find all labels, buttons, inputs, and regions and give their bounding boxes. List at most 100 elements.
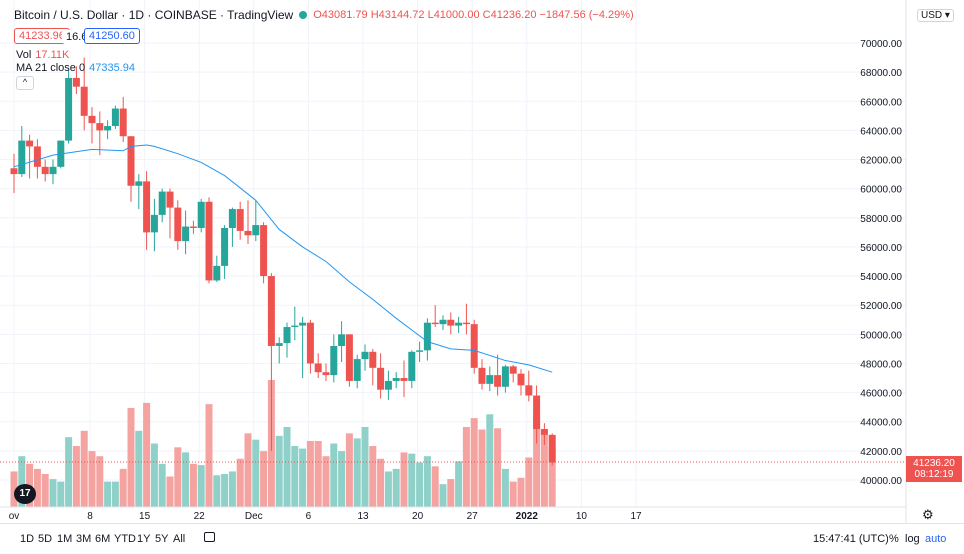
- candle-body: [166, 191, 174, 208]
- volume-bar: [392, 468, 400, 507]
- volume-bar: [455, 461, 463, 507]
- last-price-value: 41236.20: [913, 458, 955, 469]
- volume-bar: [338, 451, 346, 507]
- volume-bar: [509, 481, 517, 507]
- ma-legend[interactable]: MA 21 close 0 47335.94: [16, 62, 135, 74]
- buy-price-button[interactable]: 41250.60: [84, 28, 140, 44]
- candle-body: [470, 324, 478, 368]
- range-3m-button[interactable]: 3M: [76, 533, 92, 545]
- volume-bar: [57, 481, 65, 507]
- candle-body: [330, 345, 338, 376]
- volume-bar: [197, 465, 205, 507]
- candle-body: [416, 350, 424, 352]
- candle-body: [127, 136, 135, 186]
- volume-bar: [314, 440, 322, 507]
- candle-body: [18, 140, 26, 175]
- volume-bar: [213, 475, 221, 507]
- price-tick-label: 42000.00: [860, 447, 902, 458]
- volume-bar: [462, 426, 470, 507]
- candle-body: [361, 351, 369, 360]
- volume-bar: [369, 446, 377, 507]
- candle-body: [80, 86, 88, 116]
- candle-body: [423, 322, 431, 351]
- ohlc-values: O43081.79 H43144.72 L41000.00 C41236.20 …: [313, 9, 634, 21]
- volume-bar: [470, 418, 478, 507]
- ma-label: MA 21 close 0: [16, 62, 86, 74]
- volume-bar: [150, 443, 158, 507]
- volume-bar: [244, 433, 252, 507]
- range-6m-button[interactable]: 6M: [95, 533, 111, 545]
- volume-bar: [65, 437, 73, 507]
- calendar-icon[interactable]: [204, 532, 215, 542]
- volume-bar: [306, 440, 314, 507]
- volume-legend[interactable]: Vol 17.11K: [16, 49, 69, 61]
- gear-icon[interactable]: ⚙: [922, 507, 934, 522]
- volume-bar: [353, 438, 361, 507]
- volume-bar: [322, 456, 330, 507]
- volume-bar: [174, 447, 182, 507]
- collapse-legend-button[interactable]: ^: [16, 76, 34, 90]
- bottom-toolbar: 1D 5D 1M 3M 6M YTD 1Y 5Y All 15:47:41 (U…: [0, 523, 964, 554]
- volume-bar: [135, 430, 143, 507]
- time-tick-label: 27: [467, 511, 479, 522]
- volume-bar: [205, 404, 213, 507]
- volume-bar: [236, 458, 244, 507]
- volume-bar: [423, 456, 431, 507]
- volume-bar: [166, 476, 174, 507]
- volume-bar: [400, 452, 408, 507]
- candle-body: [182, 226, 190, 242]
- volume-bar: [49, 479, 57, 507]
- candle-body: [283, 327, 291, 344]
- range-ytd-button[interactable]: YTD: [114, 533, 136, 545]
- ma-line: [13, 144, 553, 373]
- ma-line-group: [13, 144, 553, 373]
- volume-bar: [517, 477, 525, 507]
- candle-body: [384, 380, 392, 390]
- currency-selector[interactable]: USD ▾: [917, 9, 954, 22]
- percent-toggle[interactable]: %: [889, 533, 899, 545]
- volume-bar: [80, 430, 88, 507]
- candle-body: [501, 366, 509, 387]
- volume-bar: [119, 468, 127, 507]
- utc-time[interactable]: 15:47:41 (UTC): [813, 533, 889, 545]
- time-tick-label: 2022: [516, 511, 539, 522]
- volume-bar: [501, 468, 509, 507]
- price-tick-label: 50000.00: [860, 330, 902, 341]
- candle-body: [150, 214, 158, 233]
- candle-body: [486, 375, 494, 384]
- range-5d-button[interactable]: 5D: [38, 533, 53, 545]
- time-tick-label: 6: [306, 511, 312, 522]
- tradingview-logo-icon[interactable]: 17: [14, 484, 36, 504]
- candle-body: [221, 227, 229, 266]
- candle-body: [135, 181, 143, 186]
- candle-body: [548, 434, 556, 463]
- range-1m-button[interactable]: 1M: [57, 533, 73, 545]
- range-1y-button[interactable]: 1Y: [137, 533, 151, 545]
- candle-body: [213, 265, 221, 281]
- symbol-title[interactable]: Bitcoin / U.S. Dollar · 1D · COINBASE · …: [14, 8, 294, 22]
- log-toggle[interactable]: log: [905, 533, 920, 545]
- candle-body: [400, 378, 408, 381]
- candle-body: [540, 429, 548, 435]
- volume-bar: [158, 463, 166, 507]
- volume-bar: [548, 447, 556, 507]
- candle-body: [197, 201, 205, 228]
- range-all-button[interactable]: All: [173, 533, 186, 545]
- range-5y-button[interactable]: 5Y: [155, 533, 169, 545]
- volume-bar: [431, 466, 439, 507]
- price-tick-label: 62000.00: [860, 156, 902, 167]
- ma-value: 47335.94: [89, 62, 135, 74]
- price-tick-label: 56000.00: [860, 243, 902, 254]
- candle-body: [41, 166, 49, 175]
- volume-bar: [221, 473, 229, 507]
- volume-bar: [408, 453, 416, 507]
- candle-body: [525, 385, 533, 396]
- candle-body: [174, 207, 182, 242]
- market-status-icon: [299, 11, 308, 19]
- candle-body: [377, 367, 385, 390]
- range-1d-button[interactable]: 1D: [20, 533, 35, 545]
- auto-toggle[interactable]: auto: [925, 533, 947, 545]
- candle-body: [431, 322, 439, 325]
- sell-price-button[interactable]: 41233.96: [14, 28, 70, 44]
